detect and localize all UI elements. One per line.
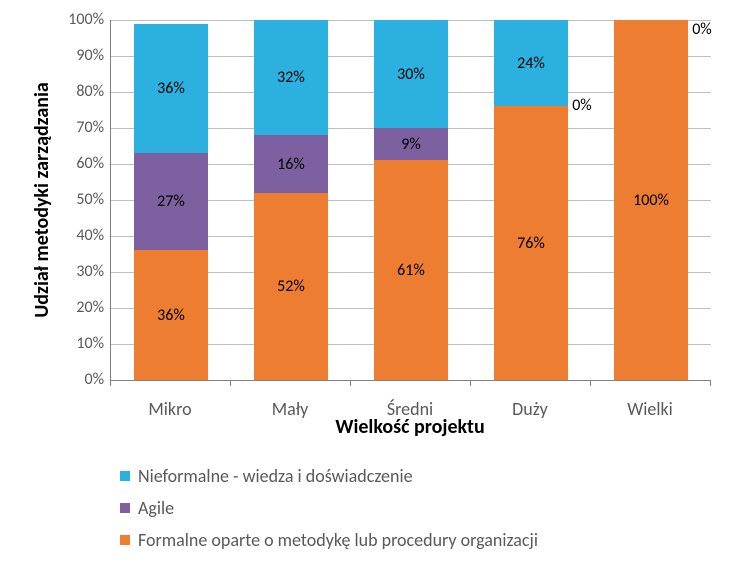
legend-swatch: [120, 503, 130, 513]
y-tick-label: 70%: [54, 120, 104, 136]
x-tick-mark: [230, 380, 231, 386]
bar-segment-formal: 52%: [254, 193, 328, 380]
bar-column: 52% 16% 32%: [254, 20, 328, 380]
x-tick-mark: [110, 380, 111, 386]
bar-column: 100%: [614, 20, 688, 380]
bar-segment-agile: 27%: [134, 153, 208, 250]
y-tick-label: 0%: [54, 372, 104, 388]
bar-segment-informal: 36%: [134, 24, 208, 154]
bar-column: 76% 24%: [494, 20, 568, 380]
x-tick-mark: [350, 380, 351, 386]
x-tick-mark: [710, 380, 711, 386]
bar-value-label-zero: 0%: [692, 20, 712, 39]
x-axis-title: Wielkość projektu: [110, 415, 710, 439]
bar-value-label: 32%: [277, 68, 305, 87]
chart: Udział metodyki zarządzania 36%27%36%52%…: [30, 10, 730, 450]
legend-label: Nieformalne - wiedza i doświadczenie: [138, 465, 413, 487]
legend-item: Nieformalne - wiedza i doświadczenie: [120, 465, 538, 487]
legend-swatch: [120, 471, 130, 481]
x-tick-mark: [590, 380, 591, 386]
bar-value-label: 30%: [397, 65, 425, 84]
bar-value-label: 36%: [157, 306, 185, 325]
bar-column: 36% 27% 36%: [134, 20, 208, 380]
bar-segment-informal: 30%: [374, 20, 448, 128]
y-tick-label: 90%: [54, 48, 104, 64]
bar-value-label: 52%: [277, 277, 305, 296]
bar-segment-informal: 32%: [254, 20, 328, 135]
bar-segment-formal: 76%: [494, 106, 568, 380]
bar-segment-formal: 100%: [614, 20, 688, 380]
y-tick-label: 100%: [54, 12, 104, 28]
bar-value-label-zero: 0%: [572, 96, 592, 115]
bar-column: 61% 9% 30%: [374, 20, 448, 380]
bar-value-label: 100%: [633, 191, 669, 210]
bar-segment-formal: 61%: [374, 160, 448, 380]
legend-label: Agile: [138, 497, 174, 519]
y-tick-label: 20%: [54, 300, 104, 316]
y-tick-label: 50%: [54, 192, 104, 208]
bar-value-label: 16%: [277, 155, 305, 174]
y-tick-label: 30%: [54, 264, 104, 280]
legend-label: Formalne oparte o metodykę lub procedury…: [138, 529, 538, 551]
bar-value-label: 36%: [157, 79, 185, 98]
bar-value-label: 27%: [157, 192, 185, 211]
bar-segment-agile: 16%: [254, 135, 328, 193]
bar-segment-formal: 36%: [134, 250, 208, 380]
bar-segment-informal: 24%: [494, 20, 568, 106]
legend-item: Agile: [120, 497, 538, 519]
x-axis-line: [111, 380, 711, 381]
legend-swatch: [120, 535, 130, 545]
y-tick-label: 10%: [54, 336, 104, 352]
y-tick-label: 60%: [54, 156, 104, 172]
bar-value-label: 9%: [401, 135, 421, 154]
bar-segment-agile: 9%: [374, 128, 448, 160]
y-tick-label: 40%: [54, 228, 104, 244]
bar-value-label: 76%: [517, 234, 545, 253]
bar-value-label: 24%: [517, 54, 545, 73]
plot-area: 36% 27% 36% 52% 16% 32% 61% 9% 30% 76% 24% 0% 100% 0%…: [110, 20, 710, 380]
y-tick-label: 80%: [54, 84, 104, 100]
bar-value-label: 61%: [397, 261, 425, 280]
x-tick-mark: [470, 380, 471, 386]
legend: Nieformalne - wiedza i doświadczenie Agil…: [120, 465, 538, 561]
legend-item: Formalne oparte o metodykę lub procedury…: [120, 529, 538, 551]
